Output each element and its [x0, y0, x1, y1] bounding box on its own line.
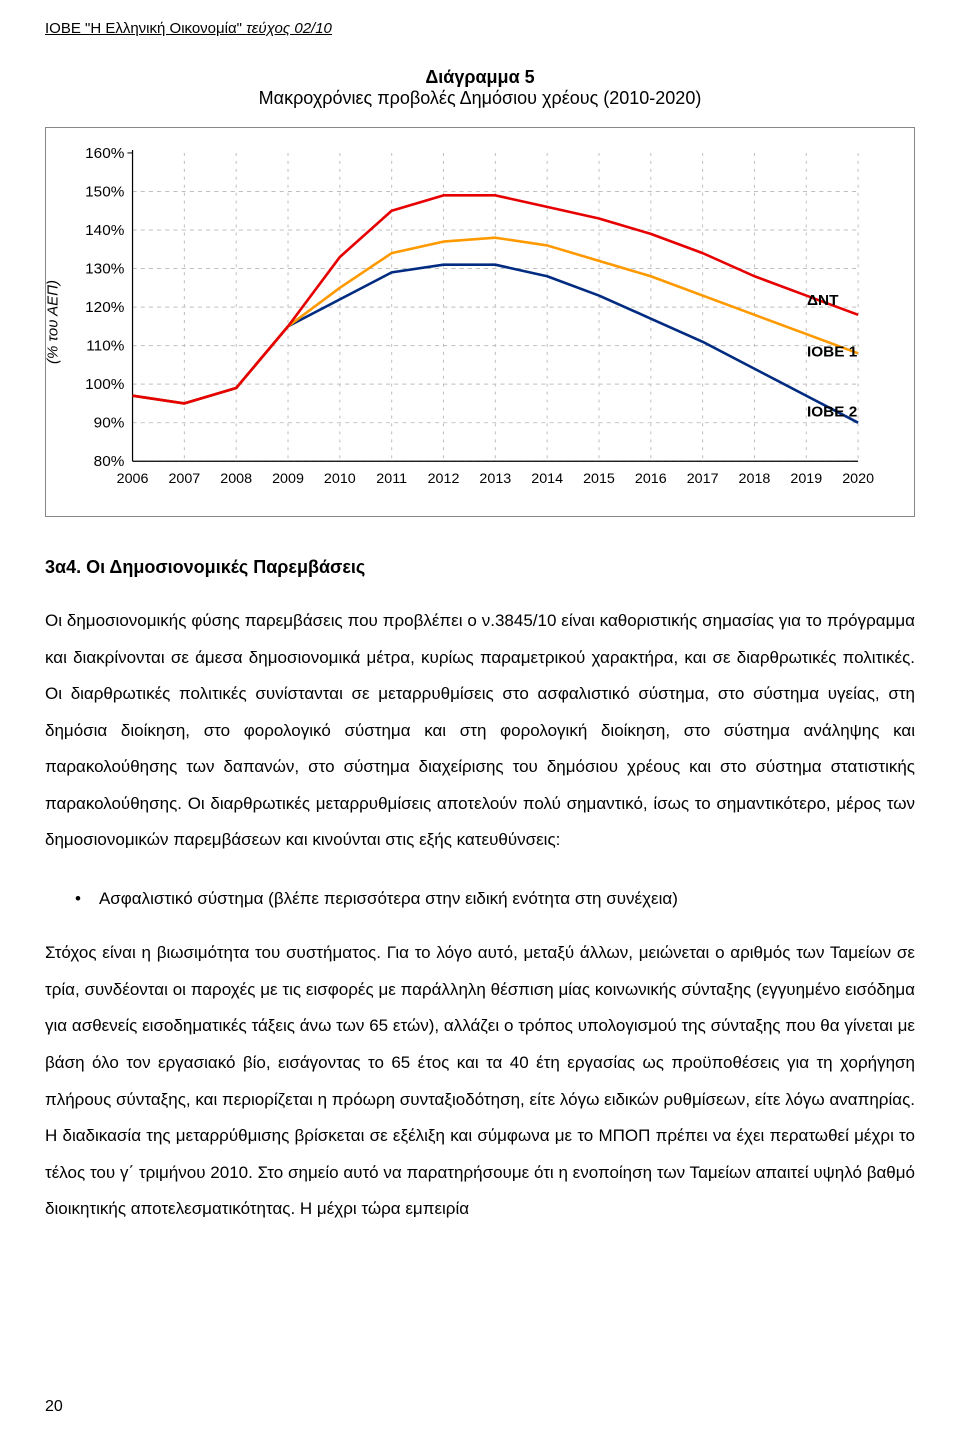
chart-title-line2: Μακροχρόνιες προβολές Δημόσιου χρέους (2…: [45, 88, 915, 109]
svg-text:2016: 2016: [635, 470, 667, 486]
bullet-item: • Ασφαλιστικό σύστημα (βλέπε περισσότερα…: [75, 881, 915, 918]
svg-text:2010: 2010: [324, 470, 356, 486]
svg-text:2017: 2017: [687, 470, 719, 486]
svg-text:130%: 130%: [85, 261, 124, 278]
chart-title: Διάγραμμα 5 Μακροχρόνιες προβολές Δημόσι…: [45, 67, 915, 109]
page-header: ΙΟΒΕ "Η Ελληνική Οικονομία" τεύχος 02/10: [45, 20, 915, 37]
y-axis-label: (% του ΑΕΠ): [45, 280, 62, 364]
bullet-icon: •: [75, 881, 81, 918]
chart-container: (% του ΑΕΠ) 80% 90% 100% 110% 120% 130% 140% 15…: [45, 127, 915, 517]
svg-text:140%: 140%: [85, 222, 124, 239]
bullet-text: Ασφαλιστικό σύστημα (βλέπε περισσότερα σ…: [99, 881, 678, 918]
paragraph-1: Οι δημοσιονομικής φύσης παρεμβάσεις που …: [45, 603, 915, 859]
svg-text:90%: 90%: [94, 415, 125, 432]
page-number: 20: [45, 1398, 63, 1416]
svg-text:2013: 2013: [479, 470, 511, 486]
svg-text:ΔΝΤ: ΔΝΤ: [807, 292, 839, 309]
line-chart: 80% 90% 100% 110% 120% 130% 140% 150% 160% 2006 20…: [61, 143, 899, 501]
svg-text:2020: 2020: [842, 470, 874, 486]
paragraph-2: Στόχος είναι η βιωσιμότητα του συστήματο…: [45, 935, 915, 1227]
svg-text:2019: 2019: [790, 470, 822, 486]
header-issue: τεύχος 02/10: [246, 20, 332, 37]
svg-text:120%: 120%: [85, 299, 124, 316]
svg-text:150%: 150%: [85, 184, 124, 201]
chart-area: (% του ΑΕΠ) 80%90%100%110%120%130%140%15…: [61, 143, 899, 501]
svg-text:100%: 100%: [85, 376, 124, 393]
svg-text:2006: 2006: [117, 470, 149, 486]
svg-text:2015: 2015: [583, 470, 615, 486]
svg-text:2007: 2007: [168, 470, 200, 486]
svg-text:2012: 2012: [428, 470, 460, 486]
svg-text:160%: 160%: [85, 145, 124, 162]
svg-text:2014: 2014: [531, 470, 563, 486]
svg-text:2011: 2011: [376, 470, 407, 486]
header-org: ΙΟΒΕ "Η Ελληνική Οικονομία": [45, 20, 242, 37]
svg-text:2018: 2018: [739, 470, 771, 486]
svg-text:80%: 80%: [94, 453, 125, 470]
svg-text:110%: 110%: [86, 338, 124, 355]
svg-text:ΙΟΒΕ 2: ΙΟΒΕ 2: [807, 404, 857, 421]
svg-text:2009: 2009: [272, 470, 304, 486]
svg-text:2008: 2008: [220, 470, 252, 486]
section-heading: 3α4. Οι Δημοσιονομικές Παρεμβάσεις: [45, 557, 915, 578]
chart-title-line1: Διάγραμμα 5: [45, 67, 915, 88]
svg-text:ΙΟΒΕ 1: ΙΟΒΕ 1: [807, 343, 857, 360]
